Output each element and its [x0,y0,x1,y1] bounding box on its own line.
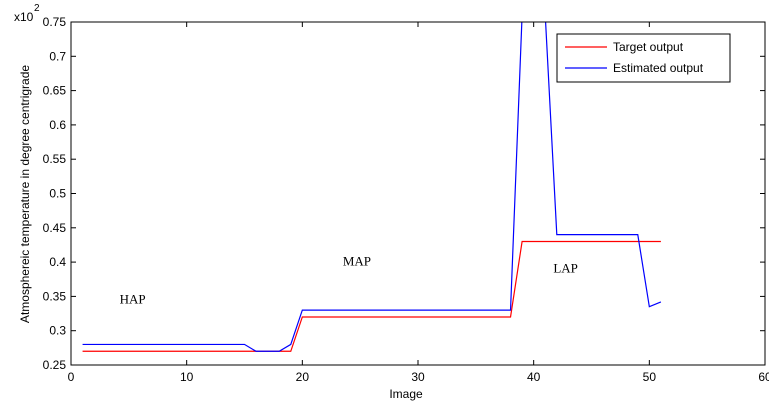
x-axis: 0 10 20 30 40 50 60 [68,22,769,384]
x-tick-label: 10 [180,370,194,384]
region-annotations: HAP MAP LAP [120,254,578,307]
exponent-power: 2 [34,3,40,14]
x-tick-label: 30 [411,370,425,384]
x-tick-label: 60 [758,370,769,384]
legend-box [556,33,731,83]
y-tick-label: 0.25 [43,358,67,372]
y-tick-label: 0.55 [43,152,67,166]
x-axis-label: Image [389,387,423,401]
annotation-map: MAP [343,254,371,269]
y-tick-label: 0.7 [49,49,66,63]
y-tick-label: 0.4 [49,255,66,269]
legend: Target output Estimated output [556,33,731,83]
y-tick-label: 0.75 [43,15,67,29]
y-tick-label: 0.3 [49,324,66,338]
x-tick-label: 0 [68,370,75,384]
series-layer [82,22,662,352]
axis-exponent: x10 2 [14,3,40,24]
annotation-lap: LAP [553,260,578,275]
y-tick-label: 0.45 [43,221,67,235]
y-tick-label: 0.35 [43,289,67,303]
y-tick-label: 0.6 [49,118,66,132]
x-tick-label: 20 [296,370,310,384]
y-tick-label: 0.5 [49,187,66,201]
x-tick-label: 40 [527,370,541,384]
exponent-base: x10 [14,10,34,24]
legend-label: Estimated output [613,61,704,75]
series-line-estimated-output [82,22,662,352]
annotation-hap: HAP [120,291,146,306]
y-axis: 0.25 0.3 0.35 0.4 0.45 0.5 0.55 0.6 0.65 0.7 0.75 [43,15,765,372]
y-axis-label: Atmosphereic temperature in degree centr… [18,65,32,323]
x-tick-label: 50 [643,370,657,384]
y-tick-label: 0.65 [43,84,67,98]
legend-label: Target output [613,40,684,54]
